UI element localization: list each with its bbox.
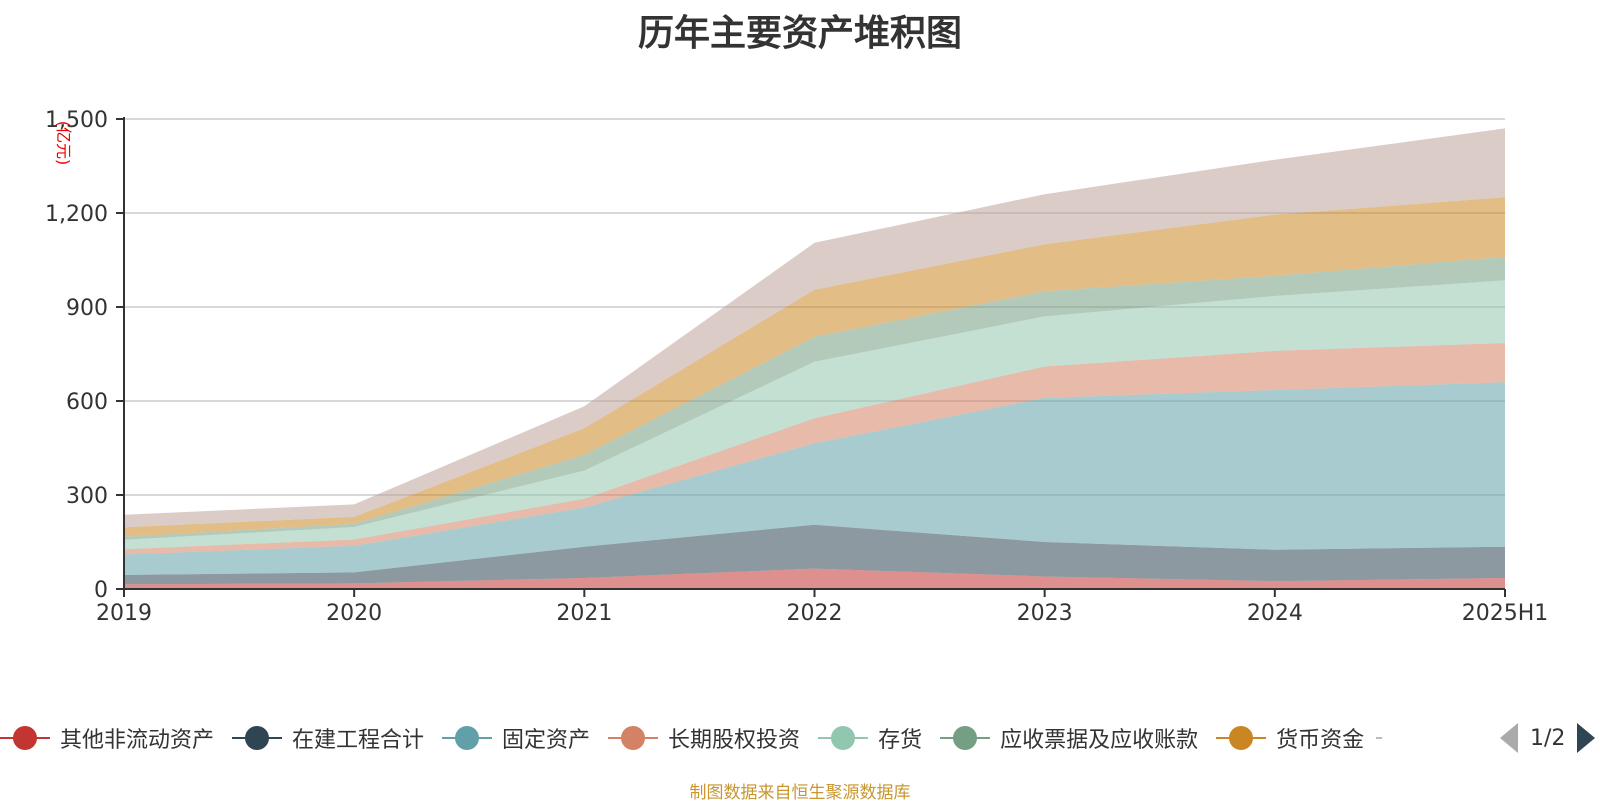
- legend-item[interactable]: 其他非流动资产: [0, 722, 214, 754]
- area-series-4: [124, 280, 1505, 550]
- legend-marker-icon: [442, 726, 493, 750]
- y-tick-label: 1,500: [45, 108, 108, 133]
- legend-label: 存货: [878, 728, 923, 753]
- legend-label: 应收票据及应收账款: [1000, 728, 1199, 753]
- x-tick-label: 2020: [326, 601, 382, 626]
- y-tick-label: 600: [66, 390, 108, 415]
- legend-next-page-icon[interactable]: [1577, 723, 1596, 753]
- y-tick-label: 0: [94, 578, 108, 603]
- x-tick-label: 2021: [556, 601, 612, 626]
- x-tick-label: 2024: [1247, 601, 1303, 626]
- legend-item[interactable]: 固定资产: [442, 722, 590, 754]
- legend-label: 在建工程合计: [292, 728, 425, 753]
- y-axis-label: (亿元): [54, 121, 73, 166]
- legend: 其他非流动资产 在建工程合计 固定资产 长期股权投资 存货 应收票据及应收账款 货币资金: [0, 720, 1400, 756]
- y-tick-label: 300: [66, 484, 108, 509]
- legend-label: 长期股权投资: [668, 728, 801, 753]
- legend-item[interactable]: 长期股权投资: [608, 722, 800, 754]
- x-tick-label: 2025H1: [1462, 601, 1549, 626]
- y-tick-label: 900: [66, 296, 108, 321]
- stacked-area-chart: 0 300 600 900 1,200 1,500 2019 2020 2021 2022 2023…: [45, 108, 1549, 626]
- data-source-note: 制图数据来自恒生聚源数据库: [689, 783, 911, 803]
- legend-marker-icon: [940, 726, 991, 750]
- area-series-5: [124, 256, 1505, 540]
- legend-label: 其他非流动资产: [60, 728, 215, 753]
- chart-title: 历年主要资产堆积图: [637, 13, 962, 54]
- legend-marker-icon: [232, 726, 283, 750]
- legend-marker-icon: [1216, 726, 1267, 750]
- area-series-1: [124, 524, 1505, 585]
- legend-item[interactable]: 在建工程合计: [232, 722, 424, 754]
- legend-marker-icon: [608, 726, 659, 750]
- legend-item[interactable]: 货币资金: [1216, 722, 1364, 754]
- legend-overflow-marker: [1376, 737, 1383, 739]
- area-series-7: [124, 128, 1505, 528]
- legend-item[interactable]: 存货: [818, 722, 922, 754]
- area-series-3: [124, 343, 1505, 555]
- x-tick-label: 2022: [787, 601, 843, 626]
- legend-item[interactable]: 应收票据及应收账款: [940, 722, 1198, 754]
- area-series-6: [124, 197, 1505, 537]
- legend-label: 货币资金: [1276, 728, 1365, 753]
- legend-pager: 1/2: [1500, 720, 1596, 756]
- legend-prev-page-icon[interactable]: [1500, 723, 1518, 753]
- legend-marker-icon: [818, 726, 869, 750]
- area-series-2: [124, 382, 1505, 575]
- legend-marker-icon: [0, 726, 50, 750]
- legend-label: 固定资产: [502, 728, 591, 753]
- x-tick-label: 2019: [96, 601, 152, 626]
- area-series-0: [124, 568, 1505, 589]
- y-tick-label: 1,200: [45, 202, 108, 227]
- x-tick-label: 2023: [1017, 601, 1073, 626]
- legend-page-number: 1/2: [1530, 725, 1566, 751]
